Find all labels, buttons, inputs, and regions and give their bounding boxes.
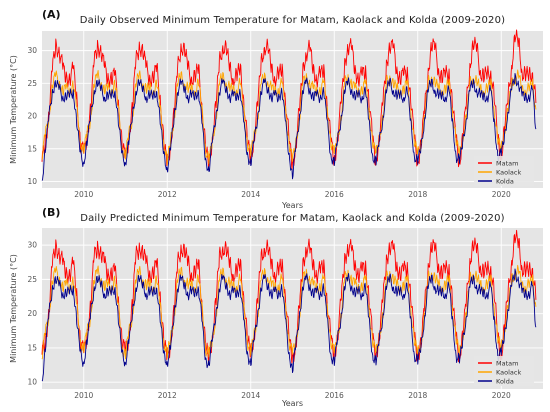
x-tick-label: 2012 (158, 391, 177, 400)
legend-label-matam: Matam (496, 160, 518, 168)
x-tick-label: 2012 (158, 190, 177, 199)
x-axis-label: Years (281, 399, 303, 408)
x-tick-label: 2016 (325, 190, 344, 199)
x-tick-label: 2014 (241, 391, 260, 400)
y-axis-label: Minimum Temperature (°C) (9, 254, 18, 363)
legend-label-kolda: Kolda (496, 378, 514, 386)
legend-label-kaolack: Kaolack (496, 369, 521, 377)
legend-label-kolda: Kolda (496, 178, 514, 186)
y-tick-label: 10 (27, 177, 37, 186)
x-tick-label: 2014 (241, 190, 260, 199)
series-line-kaolack (41, 264, 537, 360)
x-tick-label: 2010 (74, 190, 93, 199)
legend-label-matam: Matam (496, 360, 518, 368)
panel-a: (A) Daily Observed Minimum Temperature fo… (9, 8, 543, 210)
x-axis-label: Years (281, 201, 303, 210)
y-tick-label: 25 (27, 275, 37, 284)
x-tick-label: 2020 (492, 190, 511, 199)
x-tick-label: 2016 (325, 391, 344, 400)
y-tick-label: 15 (27, 343, 37, 352)
series-line-kolda (41, 268, 537, 382)
chart-title: Daily Predicted Minimum Temperature for … (80, 213, 505, 224)
y-tick-label: 30 (27, 241, 37, 250)
x-tick-label: 2018 (408, 391, 427, 400)
y-tick-label: 20 (27, 112, 37, 121)
series-line-kaolack (41, 69, 537, 166)
y-tick-label: 15 (27, 144, 37, 153)
x-tick-label: 2010 (74, 391, 93, 400)
panel-letter: (A) (42, 8, 61, 21)
y-axis-label: Minimum Temperature (°C) (9, 55, 18, 164)
panel-b: (B) Daily Predicted Minimum Temperature f… (9, 206, 543, 408)
series-line-kolda (41, 72, 537, 181)
y-tick-label: 30 (27, 46, 37, 55)
y-tick-label: 25 (27, 79, 37, 88)
y-tick-label: 10 (27, 378, 37, 387)
panel-letter: (B) (42, 206, 60, 219)
x-tick-label: 2018 (408, 190, 427, 199)
x-tick-label: 2020 (492, 391, 511, 400)
y-tick-label: 20 (27, 309, 37, 318)
legend-label-kaolack: Kaolack (496, 169, 521, 177)
chart-title: Daily Observed Minimum Temperature for M… (80, 15, 506, 26)
